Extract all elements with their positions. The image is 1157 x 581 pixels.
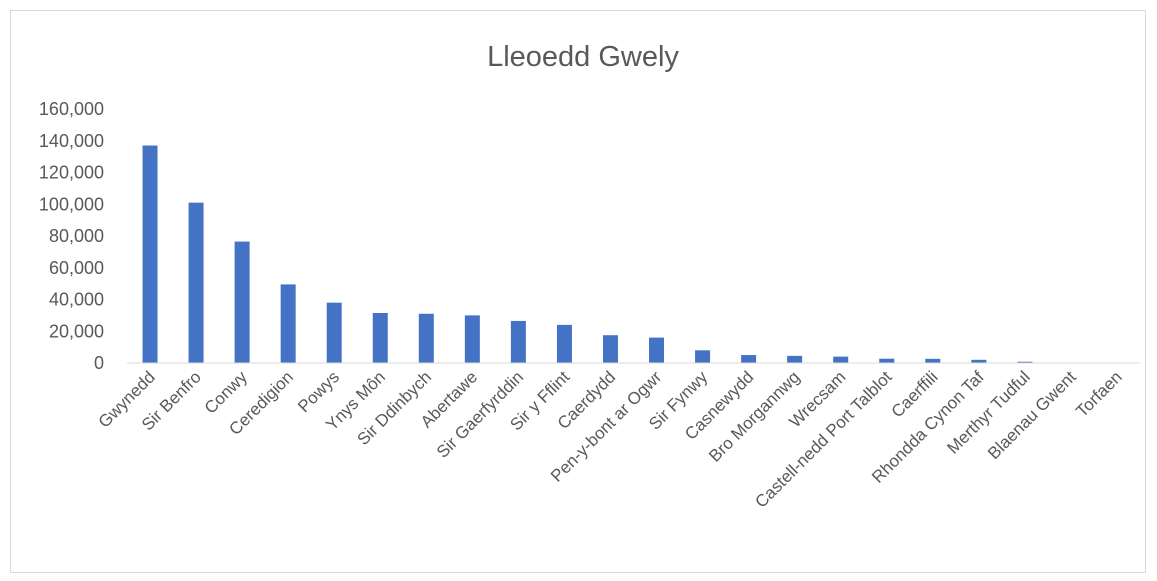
- bar: [741, 355, 757, 363]
- bar: [234, 241, 250, 363]
- bar: [1017, 361, 1033, 363]
- y-tick-label: 60,000: [49, 258, 104, 278]
- y-tick-label: 120,000: [39, 163, 104, 183]
- bar: [833, 356, 849, 363]
- bar: [188, 202, 204, 363]
- bar: [418, 313, 434, 363]
- bar: [787, 355, 803, 363]
- bar: [556, 324, 572, 363]
- y-tick-label: 160,000: [39, 99, 104, 119]
- bar: [602, 335, 618, 363]
- bar: [372, 312, 388, 363]
- y-tick-label: 0: [94, 353, 104, 373]
- bar: [510, 320, 526, 363]
- bar: [879, 358, 895, 363]
- bar: [695, 350, 711, 363]
- y-tick-label: 140,000: [39, 131, 104, 151]
- bar: [971, 359, 987, 363]
- bar: [649, 337, 665, 363]
- y-tick-label: 80,000: [49, 226, 104, 246]
- x-tick-label: Torfaen: [1072, 367, 1126, 421]
- bars: [142, 145, 1125, 364]
- y-tick-label: 20,000: [49, 321, 104, 341]
- y-tick-label: 100,000: [39, 194, 104, 214]
- chart-title: Lleoedd Gwely: [487, 41, 679, 73]
- bar: [464, 315, 480, 363]
- bar: [142, 145, 158, 363]
- y-axis-labels: 0 20,000 40,000 60,000 80,000 100,000 120,000 1…: [39, 99, 104, 373]
- bar: [326, 302, 342, 363]
- y-tick-label: 40,000: [49, 290, 104, 310]
- bar: [925, 358, 941, 363]
- bar: [280, 284, 296, 363]
